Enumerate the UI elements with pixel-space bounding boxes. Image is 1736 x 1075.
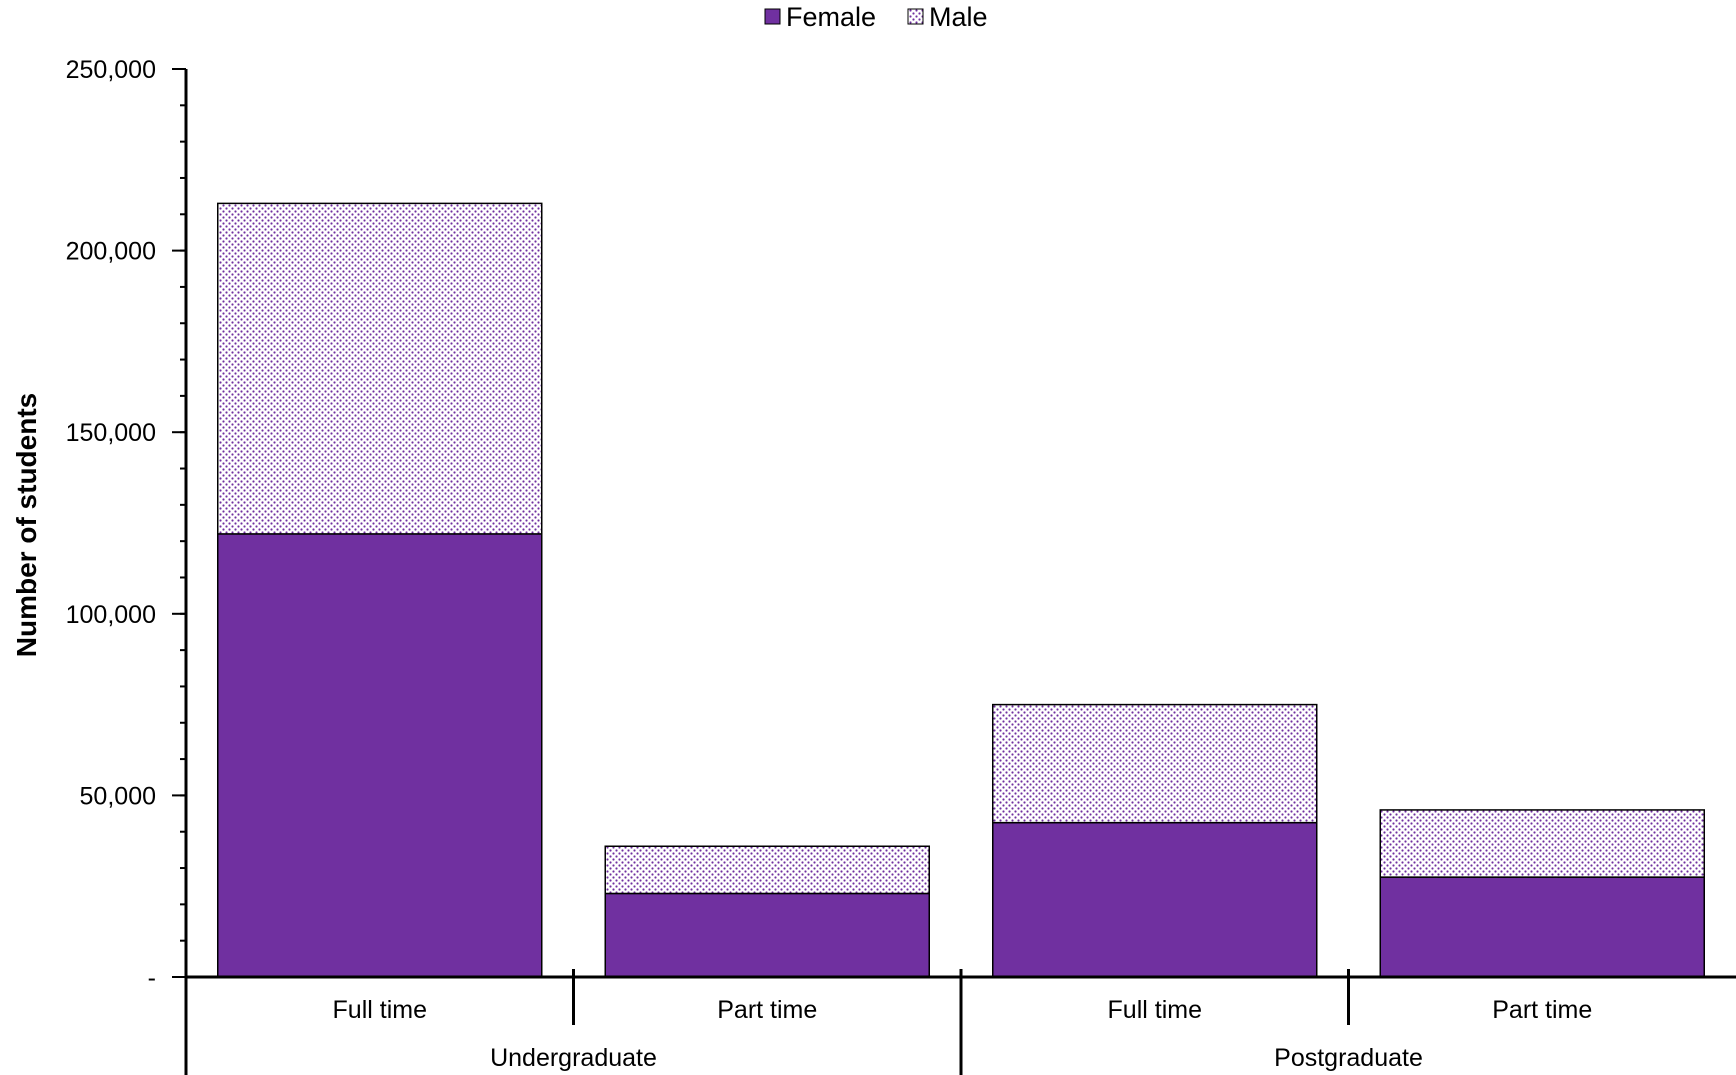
legend-female-label: Female [786,2,876,32]
bar-male-1 [604,845,930,895]
bar-female-2 [992,821,1318,978]
legend-female-swatch [764,8,781,25]
bar-male-0 [217,202,543,535]
legend: Female Male [764,2,988,32]
y-tick-label: 200,000 [66,238,156,266]
y-tick-label: 100,000 [66,601,156,629]
axes-layer [172,68,1736,1075]
y-tick-label: - [148,964,156,992]
y-tick-label: 50,000 [80,782,156,810]
y-axis-title: Number of students [11,393,42,657]
bar-female-3 [1379,876,1705,978]
x-category-label: Part time [717,996,817,1024]
bars-layer [217,202,1705,978]
labels-layer: - 50,000 100,000 150,000 200,000 250,000 Full … [66,56,1593,1072]
x-category-label: Part time [1492,996,1592,1024]
legend-male-swatch [907,8,924,25]
x-group-label: Postgraduate [1274,1044,1423,1072]
bar-male-3 [1379,809,1705,878]
x-category-label: Full time [333,996,427,1024]
bar-male-2 [992,703,1318,824]
bar-female-0 [217,533,543,978]
y-tick-label: 250,000 [66,56,156,84]
x-category-label: Full time [1108,996,1202,1024]
x-group-label: Undergraduate [490,1044,657,1072]
bar-female-1 [604,892,930,978]
y-tick-label: 150,000 [66,419,156,447]
legend-male-label: Male [929,2,988,32]
